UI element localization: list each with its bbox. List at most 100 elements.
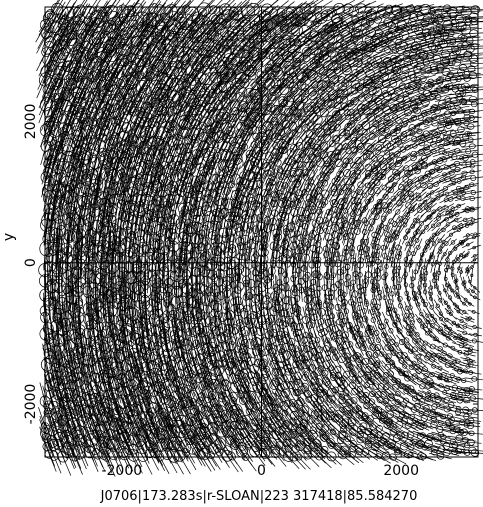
vector-stick bbox=[77, 4, 99, 37]
size-marker bbox=[51, 2, 64, 16]
vector-stick bbox=[94, 37, 118, 77]
vector-stick bbox=[79, 45, 99, 82]
size-marker bbox=[44, 449, 54, 459]
size-marker bbox=[44, 149, 54, 161]
vector-stick bbox=[60, 366, 71, 404]
vector-stick bbox=[105, 426, 121, 460]
size-marker bbox=[100, 11, 110, 22]
size-marker bbox=[61, 300, 72, 313]
vector-stick bbox=[89, 0, 111, 31]
vector-stick bbox=[107, 364, 120, 404]
vector-stick bbox=[103, 157, 114, 197]
vector-stick bbox=[68, 9, 91, 46]
vector-stick bbox=[94, 271, 97, 315]
size-marker bbox=[61, 434, 75, 449]
vector-stick bbox=[59, 6, 80, 38]
size-marker bbox=[53, 342, 65, 354]
size-marker bbox=[58, 317, 67, 328]
size-marker bbox=[42, 343, 52, 353]
vector-stick bbox=[86, 300, 92, 339]
vector-stick bbox=[76, 88, 93, 125]
vector-stick bbox=[63, 419, 81, 461]
vector-stick bbox=[55, 172, 63, 209]
size-marker bbox=[80, 347, 92, 361]
size-marker bbox=[72, 15, 82, 26]
size-marker bbox=[92, 232, 106, 247]
vector-stick bbox=[107, 229, 112, 267]
size-marker bbox=[77, 28, 87, 39]
size-marker bbox=[51, 195, 62, 207]
vector-stick bbox=[99, 368, 111, 406]
vector-stick bbox=[59, 74, 77, 114]
vector-stick bbox=[96, 284, 100, 326]
size-marker bbox=[53, 381, 64, 394]
size-marker bbox=[80, 435, 91, 448]
vector-stick bbox=[63, 298, 69, 340]
size-marker bbox=[82, 134, 93, 146]
size-marker bbox=[46, 116, 59, 132]
size-marker bbox=[48, 219, 57, 229]
vector-stick bbox=[81, 332, 91, 376]
vector-stick bbox=[94, 349, 104, 386]
vector-stick bbox=[84, 0, 108, 36]
vector-stick bbox=[43, 292, 47, 330]
vector-stick bbox=[93, 172, 103, 212]
size-marker bbox=[74, 440, 86, 454]
vector-stick bbox=[53, 132, 65, 168]
size-marker bbox=[82, 64, 92, 75]
vector-stick bbox=[84, 41, 104, 76]
vector-stick bbox=[78, 0, 98, 28]
size-marker bbox=[76, 343, 87, 356]
vector-stick bbox=[53, 368, 64, 407]
size-marker bbox=[61, 441, 75, 455]
vector-stick bbox=[47, 21, 68, 58]
vector-stick bbox=[54, 226, 59, 270]
vector-stick bbox=[96, 437, 116, 477]
size-marker bbox=[60, 318, 72, 333]
size-marker bbox=[46, 154, 57, 166]
size-marker bbox=[92, 360, 106, 375]
vector-stick bbox=[55, 136, 68, 178]
size-marker bbox=[104, 138, 116, 152]
size-marker bbox=[47, 270, 58, 282]
vector-stick bbox=[47, 30, 66, 64]
vector-stick bbox=[59, 76, 77, 116]
size-marker bbox=[56, 194, 66, 205]
vector-stick bbox=[65, 151, 76, 191]
size-marker bbox=[81, 413, 91, 423]
size-marker bbox=[40, 427, 52, 441]
vector-stick bbox=[50, 185, 58, 222]
size-marker bbox=[98, 449, 109, 460]
vector-stick bbox=[74, 34, 95, 70]
vector-stick bbox=[86, 18, 110, 57]
size-marker bbox=[81, 168, 91, 180]
vector-stick bbox=[67, 175, 76, 219]
size-marker bbox=[90, 91, 100, 102]
size-marker bbox=[91, 37, 102, 48]
size-marker bbox=[72, 104, 85, 118]
vector-stick bbox=[94, 48, 116, 85]
vector-stick bbox=[92, 172, 102, 213]
vector-stick bbox=[95, 0, 117, 30]
vector-stick bbox=[54, 347, 63, 387]
vector-stick bbox=[77, 422, 94, 461]
vector-stick bbox=[271, 255, 273, 287]
vector-stick bbox=[48, 157, 60, 200]
vector-stick bbox=[86, 374, 99, 414]
size-marker bbox=[73, 4, 86, 19]
size-marker bbox=[87, 345, 98, 357]
vector-stick bbox=[45, 318, 53, 360]
vector-stick bbox=[64, 229, 69, 269]
vector-stick bbox=[50, 380, 63, 421]
vector-stick bbox=[64, 0, 85, 31]
vector-stick bbox=[73, 123, 86, 160]
vector-stick bbox=[93, 377, 106, 416]
size-marker bbox=[88, 137, 100, 151]
vector-stick bbox=[80, 12, 104, 49]
vector-stick bbox=[56, 221, 61, 262]
vector-stick bbox=[66, 232, 70, 270]
vector-stick bbox=[41, 436, 57, 472]
size-marker bbox=[39, 241, 51, 256]
size-marker bbox=[68, 210, 78, 220]
vector-stick bbox=[70, 39, 91, 76]
